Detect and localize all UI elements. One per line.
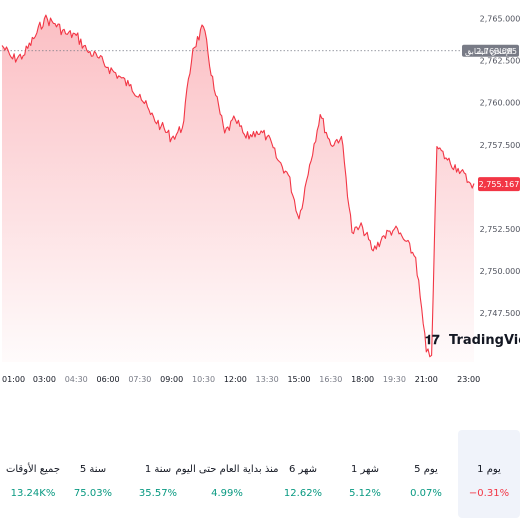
- period-change-value: 35.57%: [138, 488, 178, 499]
- period-change-value: 12.62%: [283, 488, 323, 499]
- tradingview-watermark: 𝟏𝟕 TradingView: [425, 333, 520, 348]
- y-tick-label: 2,752.500: [480, 225, 520, 234]
- y-tick-label: 2,757.500: [480, 141, 520, 150]
- last-price-value: 2,755.167: [479, 180, 520, 189]
- period-change-value: 0.07%: [410, 488, 442, 499]
- x-tick-label: 03:00: [33, 375, 56, 384]
- period-tab-0[interactable]: 1 يوم −0.31%: [458, 430, 520, 518]
- previous-close-label: الإغلاق السابق: [465, 47, 513, 57]
- x-tick-label: 15:00: [287, 375, 310, 384]
- x-tick-label: 09:00: [160, 375, 183, 384]
- price-line: [1, 14, 475, 358]
- x-tick-label: 23:00: [457, 375, 480, 384]
- period-label: 5 يوم: [414, 464, 438, 475]
- period-change-value: 75.03%: [73, 488, 113, 499]
- x-tick-label: 01:00: [2, 375, 25, 384]
- previous-close-value: 2,763.085: [476, 47, 517, 56]
- period-label: 5 سنة: [79, 464, 107, 475]
- x-tick-label: 07:30: [128, 375, 151, 384]
- y-tick-label: 2,747.500: [480, 309, 520, 318]
- x-tick-label: 19:30: [383, 375, 406, 384]
- period-tab-4[interactable]: منذ بداية العام حتى اليوم 4.99%: [176, 430, 279, 518]
- x-tick-label: 18:00: [351, 375, 374, 384]
- y-tick-label: 2,762.500: [480, 57, 520, 66]
- period-label: 1 شهر: [350, 464, 380, 475]
- period-tab-3[interactable]: 6 شهر 12.62%: [272, 430, 334, 518]
- x-tick-label: 04:30: [65, 375, 88, 384]
- period-label: منذ بداية العام حتى اليوم: [175, 464, 279, 475]
- period-tab-7[interactable]: جميع الأوقات 13.24K%: [2, 430, 64, 518]
- y-tick-label: 2,750.000: [480, 267, 520, 276]
- period-tab-1[interactable]: 5 يوم 0.07%: [395, 430, 457, 518]
- period-tab-2[interactable]: 1 شهر 5.12%: [334, 430, 396, 518]
- period-label: 6 شهر: [288, 464, 318, 475]
- price-area-fill: [2, 15, 474, 362]
- x-tick-label: 10:30: [192, 375, 215, 384]
- period-label: 1 يوم: [477, 464, 501, 475]
- x-tick-label: 12:00: [224, 375, 247, 384]
- price-chart[interactable]: 2,765.000 2,762.500 2,760.000 2,757.500 2,75…: [0, 0, 520, 390]
- x-tick-label: 13:30: [256, 375, 279, 384]
- x-tick-label: 06:00: [97, 375, 120, 384]
- tradingview-logo-icon: 𝟏𝟕: [425, 333, 440, 348]
- x-tick-label: 21:00: [415, 375, 438, 384]
- period-change-value: 13.24K%: [10, 488, 56, 499]
- x-tick-label: 16:30: [319, 375, 342, 384]
- period-change-value: 5.12%: [349, 488, 381, 499]
- last-price-tag: 2,755.167: [478, 177, 520, 192]
- period-tab-5[interactable]: 1 سنة 35.57%: [127, 430, 189, 518]
- period-label: جميع الأوقات: [5, 464, 61, 475]
- watermark-text: TradingView: [449, 333, 520, 348]
- period-change-value: 4.99%: [211, 488, 243, 499]
- y-tick-label: 2,760.000: [480, 99, 520, 108]
- period-change-value: −0.31%: [468, 488, 510, 499]
- period-tab-6[interactable]: 5 سنة 75.03%: [62, 430, 124, 518]
- performance-bar: 1 يوم −0.31% 5 يوم 0.07% 1 شهر 5.12% 6 شهر 12.6…: [0, 430, 520, 520]
- price-chart-svg[interactable]: 2,765.000 2,762.500 2,760.000 2,757.500 2,75…: [0, 0, 520, 390]
- y-tick-label: 2,765.000: [480, 15, 520, 24]
- period-label: 1 سنة: [144, 464, 172, 475]
